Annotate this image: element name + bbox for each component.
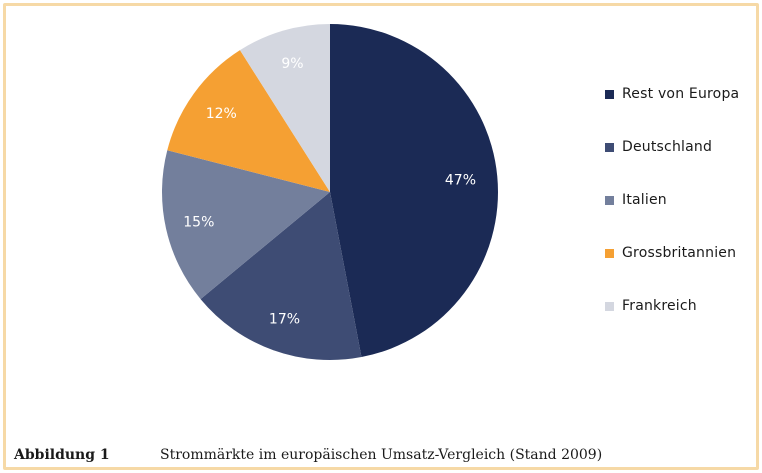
legend-item-rest-von-europa: Rest von Europa [605,84,739,104]
pie-slice-rest-von-europa [330,23,499,358]
legend-swatch [605,195,614,205]
data-label-rest-von-europa: 47% [445,173,476,189]
pie-chart: 47% 17% 15% 12% 9% Rest von Europa Deutschla… [162,23,739,361]
legend-swatch [605,89,614,99]
legend-item-grossbritannien: Grossbritannien [605,243,736,263]
legend-item-italien: Italien [605,190,667,210]
data-label-frankreich: 9% [281,56,303,72]
data-label-grossbritannien: 12% [206,106,237,122]
legend-swatch [605,301,614,311]
caption-label: Abbildung 1 [14,447,110,463]
legend-item-frankreich: Frankreich [605,296,697,316]
caption-text: Strommärkte im europäischen Umsatz-Vergl… [160,447,603,463]
pie-slice-deutschland [200,192,362,361]
pie-svg: 47% 17% 15% 12% 9% [162,23,499,361]
legend-swatch [605,248,614,258]
data-label-deutschland: 17% [269,311,300,327]
pie-slice-grossbritannien [167,50,330,192]
legend-label: Grossbritannien [622,245,737,261]
legend-label: Rest von Europa [622,86,740,102]
legend-item-deutschland: Deutschland [605,137,712,157]
legend-label: Frankreich [622,298,697,314]
pie-slice-italien [162,150,330,300]
legend-label: Italien [622,192,667,208]
pie-slice-frankreich [239,24,330,192]
legend-swatch [605,142,614,152]
data-label-italien: 15% [183,214,214,230]
legend-label: Deutschland [622,139,713,155]
